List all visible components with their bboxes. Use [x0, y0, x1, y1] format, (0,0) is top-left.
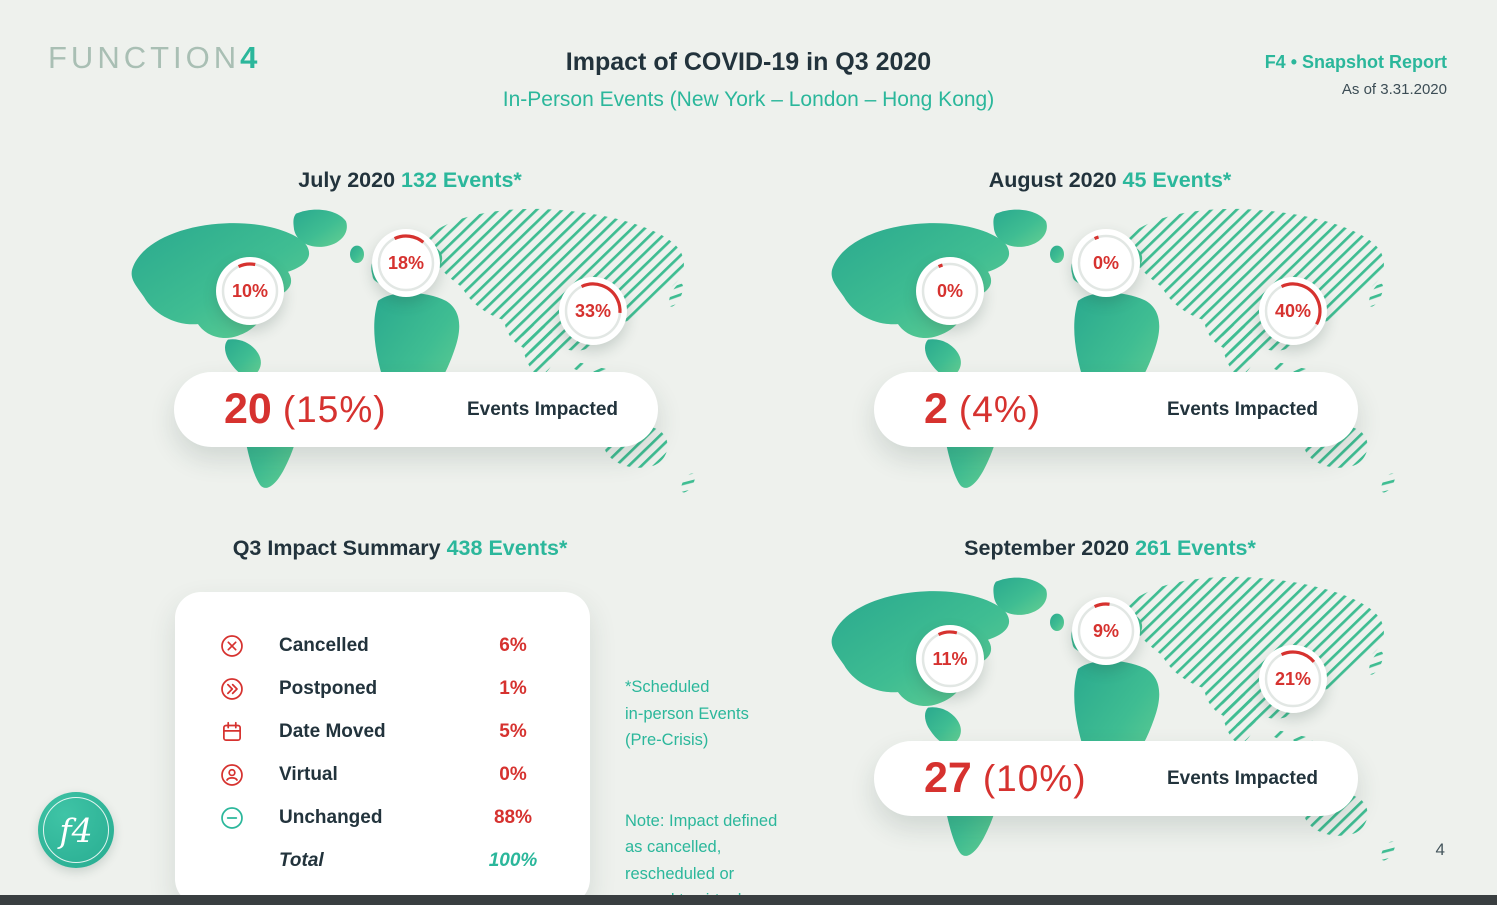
page-title: Impact of COVID-19 in Q3 2020	[565, 48, 932, 76]
date-moved-icon	[219, 719, 245, 745]
impact-badge-new-york: 11%	[916, 625, 984, 693]
impacted-percent: (4%)	[958, 389, 1042, 430]
brand-name: FUNCTION	[48, 40, 241, 75]
panel-heading-summary: Q3 Impact Summary 438 Events*	[110, 536, 690, 561]
total-label: Total	[279, 849, 324, 871]
badge-value: 0%	[1092, 252, 1119, 273]
summary-row-unchanged: Unchanged 88%	[175, 796, 590, 839]
impact-definition-note: Note: Impact defined as cancelled, resch…	[625, 811, 778, 905]
impacted-label: Events Impacted	[1167, 398, 1318, 420]
report-meta: F4 • Snapshot Report As of 3.31.2020	[1265, 52, 1447, 98]
summary-row-label: Postponed	[279, 677, 378, 699]
events-count-label: 45 Events*	[1122, 168, 1232, 192]
events-impacted-card-august: 2 (4%) Events Impacted	[874, 372, 1358, 447]
panel-summary: Q3 Impact Summary 438 Events* Cancelled …	[110, 528, 690, 905]
impact-summary-card: Cancelled 6% Postponed 1% Date Mov	[175, 592, 590, 905]
percent-ring	[221, 262, 279, 320]
impact-badge-new-york: 10%	[216, 257, 284, 325]
percent-ring	[1264, 282, 1322, 340]
report-label: F4 • Snapshot Report	[1264, 52, 1447, 72]
percent-ring	[921, 630, 979, 688]
as-of-date: As of 3.31.2020	[1341, 81, 1447, 98]
header-titles: Impact of COVID-19 in Q3 2020 In-Person …	[300, 48, 1197, 112]
badge-value: 10%	[231, 280, 269, 301]
summary-row-label: Virtual	[279, 763, 338, 785]
panel-august: August 2020 45 Events* 0%	[810, 160, 1410, 525]
impact-badge-hong-kong: 33%	[559, 277, 627, 345]
impacted-label: Events Impacted	[1167, 767, 1318, 789]
events-count-label: 261 Events*	[1135, 536, 1256, 560]
summary-row-postponed: Postponed 1%	[175, 667, 590, 710]
f4-circle-logo: f4	[38, 792, 114, 868]
total-value: 100%	[488, 849, 538, 871]
summary-row-label: Unchanged	[279, 806, 383, 828]
month-label: July 2020	[298, 168, 396, 192]
summary-row-cancelled: Cancelled 6%	[175, 624, 590, 667]
summary-row-label: Cancelled	[279, 634, 369, 656]
impact-badge-hong-kong: 21%	[1259, 645, 1327, 713]
events-impacted-card-july: 20 (15%) Events Impacted	[174, 372, 658, 447]
events-impacted-card-september: 27 (10%) Events Impacted	[874, 741, 1358, 816]
events-count-label: 438 Events*	[446, 536, 568, 560]
panel-september: September 2020 261 Events* 11%	[810, 528, 1410, 893]
impacted-count: 20	[224, 385, 272, 433]
summary-row-value: 5%	[499, 720, 527, 742]
impact-badge-london: 9%	[1072, 597, 1140, 665]
virtual-icon	[219, 762, 245, 788]
percent-ring	[1077, 234, 1135, 292]
summary-row-value: 0%	[499, 763, 527, 785]
panel-heading-august: August 2020 45 Events*	[810, 168, 1410, 193]
total-spacer	[219, 848, 245, 874]
bottom-edge-bar	[0, 895, 1497, 905]
month-label: August 2020	[988, 168, 1117, 192]
impact-badge-london: 18%	[372, 229, 440, 297]
impacted-label: Events Impacted	[467, 398, 618, 420]
badge-value: 21%	[1274, 668, 1312, 689]
brand-four: 4	[240, 40, 258, 75]
impacted-count: 27	[924, 754, 972, 802]
badge-value: 33%	[574, 300, 612, 321]
percent-ring	[377, 234, 435, 292]
postponed-icon	[219, 676, 245, 702]
unchanged-icon	[219, 805, 245, 831]
panel-heading-july: July 2020 132 Events*	[110, 168, 710, 193]
summary-row-date-moved: Date Moved 5%	[175, 710, 590, 753]
percent-ring	[564, 282, 622, 340]
badge-value: 11%	[932, 648, 968, 669]
impacted-percent: (10%)	[982, 758, 1087, 799]
badge-value: 9%	[1092, 620, 1119, 641]
summary-title: Q3 Impact Summary	[232, 536, 441, 560]
percent-ring	[921, 262, 979, 320]
percent-ring	[1077, 602, 1135, 660]
summary-row-label: Date Moved	[279, 720, 386, 742]
impacted-count: 2	[924, 385, 948, 433]
impacted-percent: (15%)	[282, 389, 387, 430]
badge-value: 0%	[936, 280, 963, 301]
badge-value: 40%	[1274, 300, 1312, 321]
month-label: September 2020	[964, 536, 1130, 560]
panel-heading-september: September 2020 261 Events*	[810, 536, 1410, 561]
panel-july: July 2020 132 Events* 10%	[110, 160, 710, 525]
cancelled-icon	[219, 633, 245, 659]
impact-badge-london: 0%	[1072, 229, 1140, 297]
f4-logo-text: f4	[59, 810, 93, 850]
badge-value: 18%	[387, 252, 425, 273]
page-subtitle: In-Person Events (New York – London – Ho…	[502, 88, 995, 111]
events-count-label: 132 Events*	[401, 168, 522, 192]
summary-row-value: 6%	[499, 634, 527, 656]
summary-row-value: 88%	[493, 806, 533, 828]
impact-badge-hong-kong: 40%	[1259, 277, 1327, 345]
page-number: 4	[1435, 840, 1445, 859]
summary-row-total: Total 100%	[175, 839, 590, 882]
brand-logo: FUNCTION4	[48, 40, 257, 76]
notes: *Scheduled in-person Events (Pre-Crisis)…	[625, 648, 835, 905]
summary-row-virtual: Virtual 0%	[175, 753, 590, 796]
scheduled-footnote: *Scheduled in-person Events (Pre-Crisis)	[625, 678, 749, 750]
impact-badge-new-york: 0%	[916, 257, 984, 325]
summary-row-value: 1%	[499, 677, 527, 699]
percent-ring	[1264, 650, 1322, 708]
